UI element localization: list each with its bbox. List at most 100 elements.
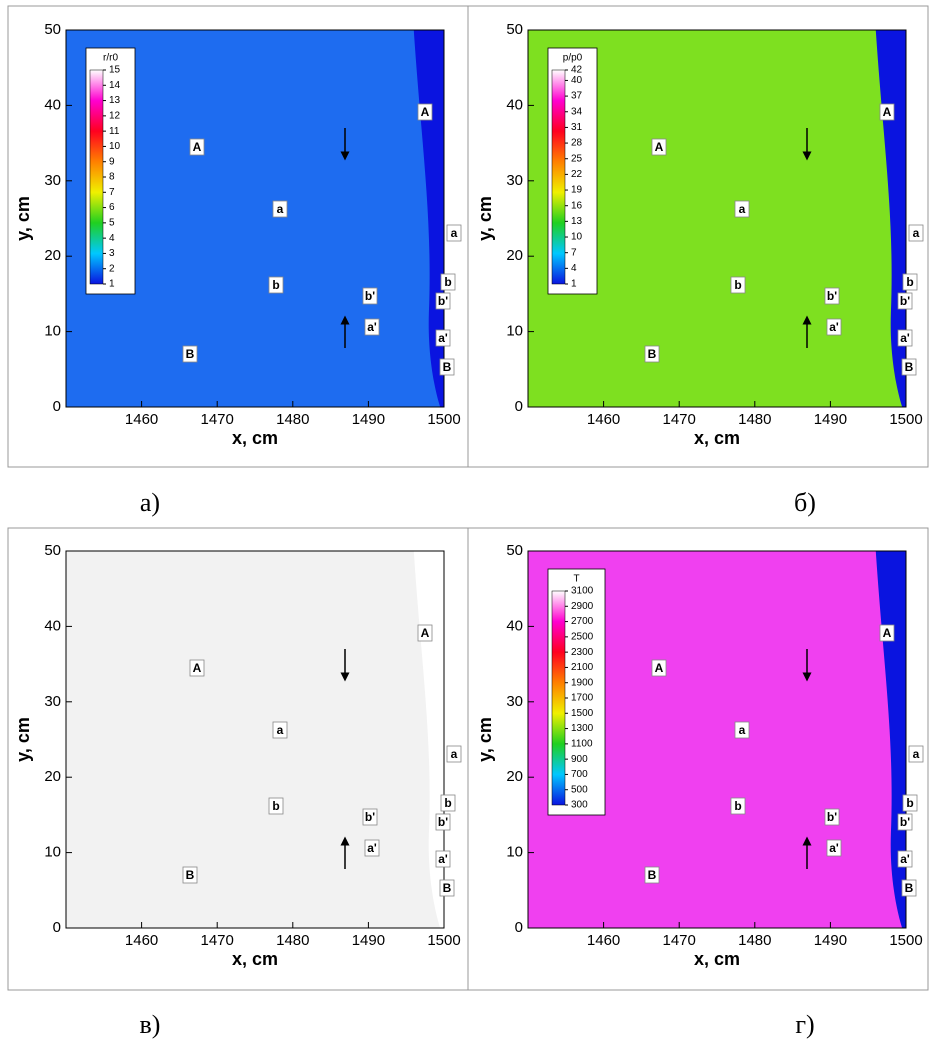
colorbar-tick-label: 2700 — [571, 616, 594, 627]
axes-frame — [527, 29, 907, 408]
annotation-label: a — [451, 226, 458, 240]
colorbar-tick-label: 12 — [109, 110, 121, 121]
annotation-box — [824, 287, 840, 305]
annotation-box — [879, 624, 895, 642]
y-axis-label: y, cm — [475, 717, 495, 762]
colorbar-tick-label: 3100 — [571, 586, 594, 597]
annotation-label: a' — [829, 320, 839, 334]
colorbar-tick-label: 31 — [571, 122, 583, 133]
colorbar — [551, 69, 566, 285]
colorbar-tick-label: 10 — [109, 141, 121, 152]
annotation-label: B — [186, 347, 195, 361]
annotation-label: A — [655, 661, 664, 675]
annotation-box — [362, 808, 378, 826]
annotation: A — [189, 138, 205, 156]
annotation-box — [824, 808, 840, 826]
annotation: A — [879, 103, 895, 121]
annotation: a' — [435, 850, 451, 868]
annotation: a' — [364, 318, 380, 336]
colorbar-tick-label: 7 — [109, 187, 115, 198]
annotation-box — [879, 103, 895, 121]
annotation: a — [272, 721, 288, 739]
annotation: a — [446, 745, 462, 763]
annotation: B — [901, 358, 917, 376]
y-tick-label: 30 — [506, 693, 523, 710]
x-tick-label: 1500 — [889, 932, 922, 949]
annotation: b — [440, 794, 456, 812]
y-tick-label: 50 — [506, 21, 523, 38]
annotation: a' — [364, 839, 380, 857]
annotation-label: b' — [827, 289, 837, 303]
colorbar-tick-label: 4 — [571, 263, 577, 274]
annotation: B — [644, 866, 660, 884]
annotation-box — [902, 273, 918, 291]
y-tick-label: 20 — [506, 247, 523, 264]
annotation-label: a — [739, 202, 746, 216]
annotation: B — [644, 345, 660, 363]
axes-frame — [527, 550, 907, 929]
y-tick-label: 10 — [506, 844, 523, 861]
x-tick-label: 1460 — [125, 411, 158, 428]
boundary-region — [875, 30, 906, 407]
annotation: A — [189, 659, 205, 677]
colorbar — [551, 590, 566, 806]
annotation-label: B — [443, 360, 452, 374]
colorbar-tick-label: 4 — [109, 233, 115, 244]
annotation-box — [440, 794, 456, 812]
colorbar-tick-label: 5 — [109, 217, 115, 228]
annotation: b' — [824, 287, 840, 305]
annotation-box — [897, 850, 913, 868]
annotation-label: B — [186, 868, 195, 882]
annotation-label: A — [655, 140, 664, 154]
y-tick-label: 20 — [44, 247, 61, 264]
colorbar-tick-label: 1700 — [571, 693, 594, 704]
annotation-box — [364, 839, 380, 857]
annotation-box — [897, 813, 913, 831]
annotation-label: b' — [365, 810, 375, 824]
y-axis-label: y, cm — [13, 717, 33, 762]
colorbar-tick-label: 8 — [109, 172, 115, 183]
y-tick-label: 10 — [44, 323, 61, 340]
annotation-label: a' — [367, 841, 377, 855]
annotation-box — [908, 224, 924, 242]
x-axis-label: x, cm — [232, 949, 278, 969]
annotation-box — [362, 287, 378, 305]
x-tick-label: 1470 — [201, 932, 234, 949]
annotation-label: a — [277, 202, 284, 216]
panel-label: в) — [140, 1010, 161, 1039]
colorbar-tick-label: 14 — [109, 80, 121, 91]
colorbar-tick-label: 10 — [571, 232, 583, 243]
annotation-label: b — [906, 796, 913, 810]
annotation-label: a — [739, 723, 746, 737]
colorbar-tick-label: 16 — [571, 200, 583, 211]
x-axis-label: x, cm — [232, 428, 278, 448]
colorbar-tick-label: 7 — [571, 247, 577, 258]
annotation: A — [651, 659, 667, 677]
annotation: b' — [362, 287, 378, 305]
annotation-label: b' — [438, 815, 448, 829]
annotation-label: a' — [900, 331, 910, 345]
colorbar-tick-label: 2300 — [571, 647, 594, 658]
annotation-box — [644, 345, 660, 363]
colorbar — [89, 69, 104, 285]
annotation: a' — [826, 318, 842, 336]
colorbar-tick-label: 1500 — [571, 708, 594, 719]
annotation-box — [734, 200, 750, 218]
annotation-label: B — [905, 881, 914, 895]
annotation-label: a' — [829, 841, 839, 855]
annotation-label: a' — [900, 852, 910, 866]
colorbar-tick-label: 28 — [571, 138, 583, 149]
annotation-box — [446, 745, 462, 763]
panel-label: а) — [140, 488, 160, 517]
annotation: b — [730, 797, 746, 815]
annotation-box — [651, 659, 667, 677]
colorbar-title: r/r0 — [103, 53, 118, 64]
annotation-label: b — [444, 275, 451, 289]
annotation: b' — [362, 808, 378, 826]
annotation: a — [272, 200, 288, 218]
annotation-box — [897, 329, 913, 347]
annotation: a — [734, 721, 750, 739]
annotation-label: B — [443, 881, 452, 895]
annotation-box — [189, 138, 205, 156]
annotation-box — [268, 797, 284, 815]
